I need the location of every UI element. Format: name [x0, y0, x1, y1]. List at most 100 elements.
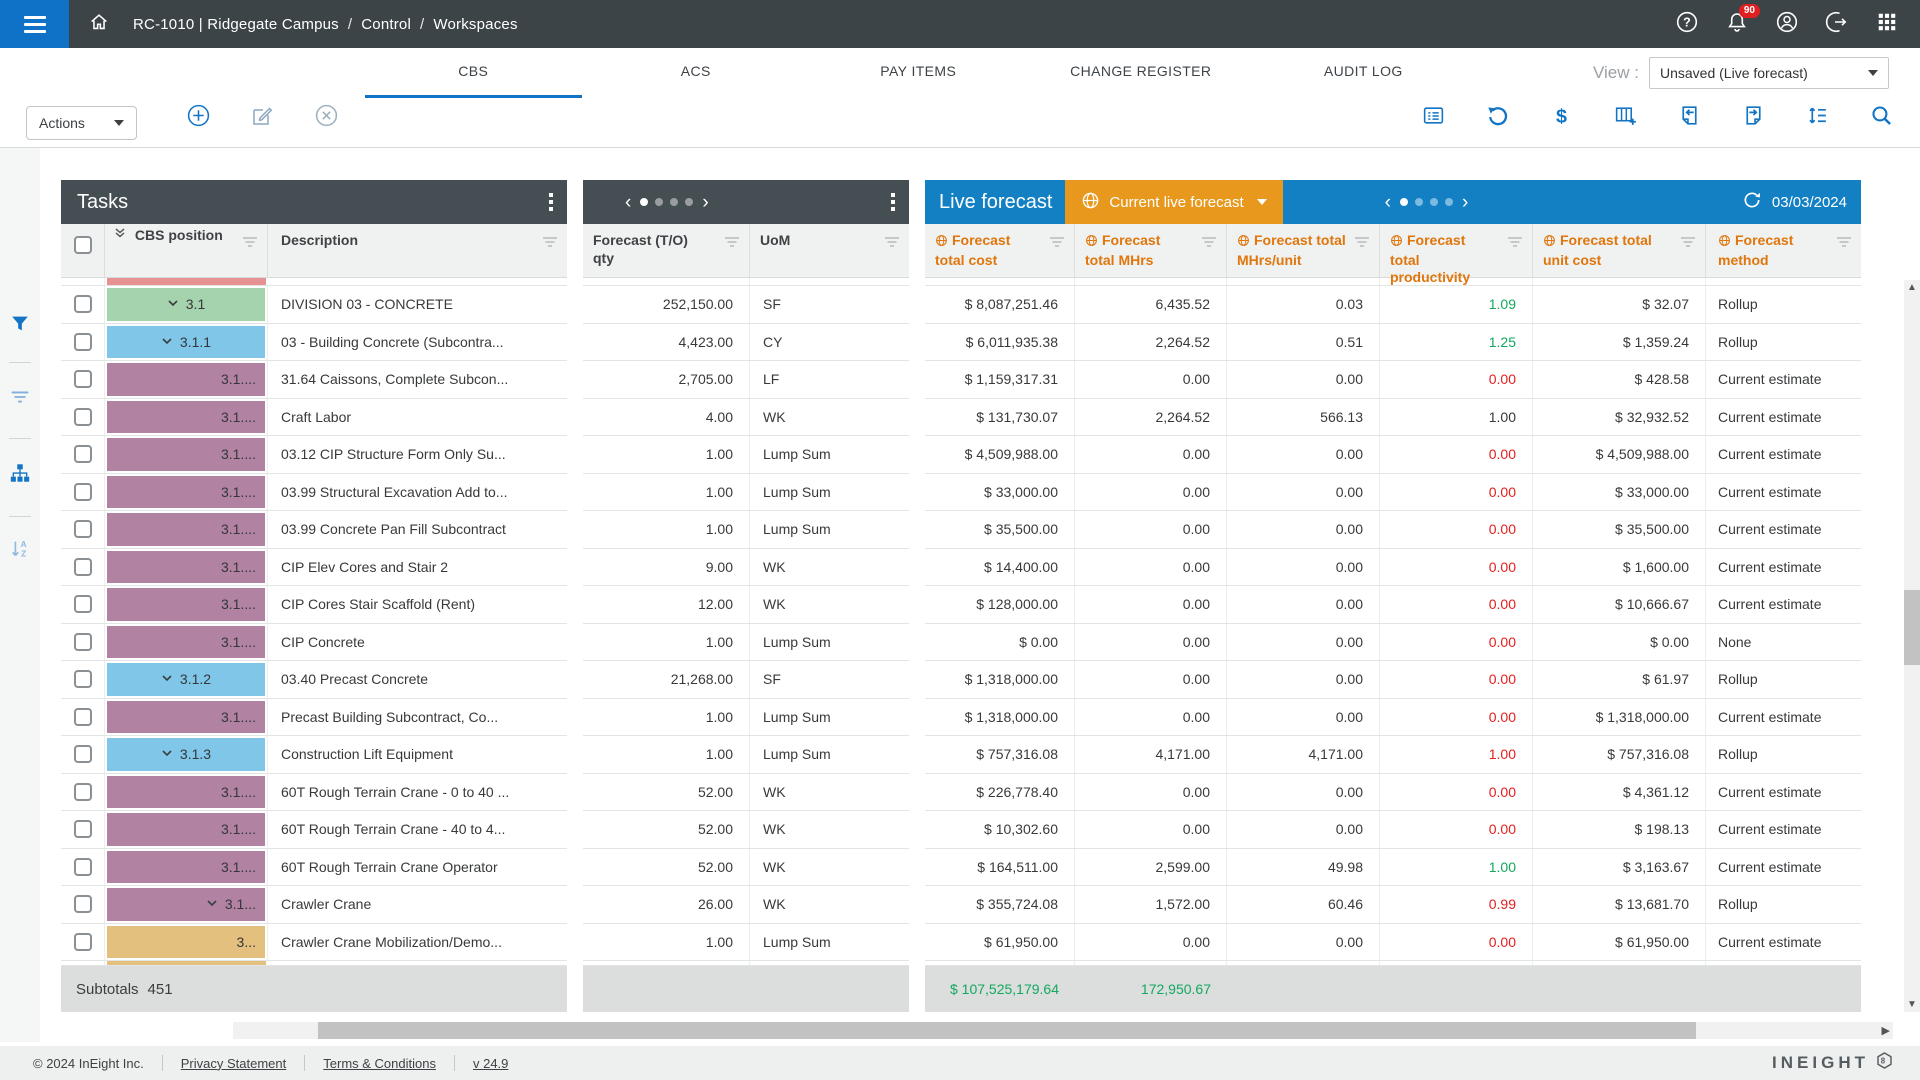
total-mhrs-unit-cell[interactable]: 0.00: [1227, 623, 1380, 660]
row-checkbox[interactable]: [73, 895, 92, 914]
description-cell[interactable]: CIP Elev Cores and Stair 2: [281, 558, 449, 575]
table-row[interactable]: $ 131,730.07 2,264.52 566.13 1.00 $ 32,9…: [925, 398, 1861, 436]
table-row[interactable]: 1.00 Lump Sum: [583, 698, 909, 736]
total-cost-cell[interactable]: $ 61,950.00: [925, 923, 1075, 960]
forecast-qty-cell[interactable]: 1.00: [583, 473, 750, 510]
total-unit-cost-cell[interactable]: $ 0.00: [1533, 623, 1706, 660]
total-productivity-cell[interactable]: 0.00: [1380, 661, 1533, 698]
column-header-cbs-position[interactable]: CBS position: [134, 227, 223, 243]
filter-icon[interactable]: [1835, 236, 1853, 255]
cbs-position-badge[interactable]: 3.1....: [107, 625, 265, 658]
terms-link[interactable]: Terms & Conditions: [323, 1055, 436, 1071]
description-cell[interactable]: 03 - Building Concrete (Subcontra...: [281, 333, 504, 350]
total-productivity-cell[interactable]: 0.00: [1380, 811, 1533, 848]
privacy-link[interactable]: Privacy Statement: [180, 1055, 287, 1071]
table-row[interactable]: $ 1,318,000.00 0.00 0.00 0.00 $ 61.97 Ro…: [925, 661, 1861, 699]
total-mhrs-cell[interactable]: 0.00: [1075, 548, 1227, 585]
total-cost-cell[interactable]: $ 0.00: [925, 623, 1075, 660]
total-mhrs-unit-cell[interactable]: 0.03: [1227, 286, 1380, 323]
total-productivity-cell[interactable]: 0.00: [1380, 548, 1533, 585]
signout-button[interactable]: [1824, 11, 1850, 37]
description-cell[interactable]: DIVISION 03 - CONCRETE: [281, 296, 453, 313]
description-cell[interactable]: Precast Building Subcontract, Co...: [281, 708, 499, 725]
cbs-position-badge[interactable]: 3.1: [107, 288, 265, 321]
row-checkbox[interactable]: [73, 632, 92, 651]
table-row[interactable]: 3.1 DIVISION 03 - CONCRETE: [61, 286, 567, 324]
total-cost-cell[interactable]: $ 14,400.00: [925, 548, 1075, 585]
total-mhrs-unit-cell[interactable]: 0.00: [1227, 923, 1380, 960]
row-checkbox[interactable]: [73, 782, 92, 801]
table-row[interactable]: 21,268.00 SF: [583, 661, 909, 699]
total-mhrs-unit-cell[interactable]: 0.51: [1227, 323, 1380, 360]
table-row[interactable]: 3.1.... 03.12 CIP Structure Form Only Su…: [61, 436, 567, 474]
description-cell[interactable]: 03.99 Concrete Pan Fill Subcontract: [281, 521, 506, 538]
total-cost-cell[interactable]: $ 6,011,935.38: [925, 323, 1075, 360]
total-productivity-cell[interactable]: 0.00: [1380, 623, 1533, 660]
forecast-method-cell[interactable]: Current estimate: [1718, 521, 1822, 538]
scroll-down-icon[interactable]: ▼: [1907, 999, 1917, 1010]
cbs-position-badge[interactable]: 3.1....: [107, 400, 265, 433]
forecast-qty-cell[interactable]: 21,268.00: [583, 661, 750, 698]
uom-cell[interactable]: SF: [763, 671, 781, 688]
forecast-qty-cell[interactable]: 52.00: [583, 773, 750, 810]
cbs-position-badge[interactable]: 3.1....: [107, 700, 265, 733]
pager-prev-icon[interactable]: ‹: [625, 191, 632, 213]
total-mhrs-unit-cell[interactable]: 4,171.00: [1227, 736, 1380, 773]
tab-change-register[interactable]: CHANGE REGISTER: [1070, 63, 1212, 79]
description-cell[interactable]: Crawler Crane Mobilization/Demo...: [281, 933, 502, 950]
table-row[interactable]: $ 355,724.08 1,572.00 60.46 0.99 $ 13,68…: [925, 886, 1861, 924]
vertical-scrollbar-thumb[interactable]: [1904, 590, 1920, 665]
table-row[interactable]: $ 6,011,935.38 2,264.52 0.51 1.25 $ 1,35…: [925, 323, 1861, 361]
total-cost-cell[interactable]: $ 35,500.00: [925, 511, 1075, 548]
total-unit-cost-cell[interactable]: $ 32,932.52: [1533, 398, 1706, 435]
filter-button[interactable]: [8, 314, 32, 338]
total-unit-cost-cell[interactable]: $ 4,509,988.00: [1533, 436, 1706, 473]
row-checkbox[interactable]: [73, 707, 92, 726]
hierarchy-button[interactable]: [8, 463, 32, 487]
pager-dot[interactable]: [1444, 198, 1453, 206]
row-checkbox[interactable]: [73, 332, 92, 351]
total-cost-cell[interactable]: $ 10,302.60: [925, 811, 1075, 848]
forecast-method-cell[interactable]: Current estimate: [1718, 933, 1822, 950]
table-row[interactable]: $ 8,087,251.46 6,435.52 0.03 1.09 $ 32.0…: [925, 286, 1861, 324]
forecast-qty-cell[interactable]: 1.00: [583, 436, 750, 473]
uom-cell[interactable]: Lump Sum: [763, 483, 831, 500]
column-header-uom[interactable]: UoM: [760, 232, 791, 248]
total-productivity-cell[interactable]: 0.99: [1380, 886, 1533, 923]
total-cost-cell[interactable]: $ 757,316.08: [925, 736, 1075, 773]
total-unit-cost-cell[interactable]: $ 4,361.12: [1533, 773, 1706, 810]
filter-icon[interactable]: [1200, 236, 1218, 255]
total-mhrs-cell[interactable]: 2,264.52: [1075, 323, 1227, 360]
vertical-scrollbar[interactable]: ▲ ▼: [1904, 280, 1920, 1012]
total-mhrs-unit-cell[interactable]: 566.13: [1227, 398, 1380, 435]
table-row[interactable]: 1.00 Lump Sum: [583, 473, 909, 511]
table-row[interactable]: 1.00 Lump Sum: [583, 436, 909, 474]
table-row[interactable]: 1.00 Lump Sum: [583, 923, 909, 961]
pager-prev-icon[interactable]: ‹: [1384, 191, 1391, 213]
table-row[interactable]: 3.1.... CIP Cores Stair Scaffold (Rent): [61, 586, 567, 624]
total-mhrs-unit-cell[interactable]: 0.00: [1227, 698, 1380, 735]
total-mhrs-unit-cell[interactable]: 0.00: [1227, 361, 1380, 398]
forecast-method-cell[interactable]: Current estimate: [1718, 558, 1822, 575]
total-unit-cost-cell[interactable]: $ 3,163.67: [1533, 848, 1706, 885]
table-row[interactable]: $ 4,509,988.00 0.00 0.00 0.00 $ 4,509,98…: [925, 436, 1861, 474]
menu-button[interactable]: [0, 0, 69, 48]
total-mhrs-unit-cell[interactable]: 60.46: [1227, 886, 1380, 923]
table-row[interactable]: 2,705.00 LF: [583, 361, 909, 399]
row-checkbox[interactable]: [73, 482, 92, 501]
table-row[interactable]: 3.1.... 60T Rough Terrain Crane - 40 to …: [61, 811, 567, 849]
export-button[interactable]: [1740, 105, 1766, 131]
forecast-qty-cell[interactable]: 1.00: [583, 698, 750, 735]
column-header-description[interactable]: Description: [281, 232, 359, 248]
total-cost-cell[interactable]: $ 4,509,988.00: [925, 436, 1075, 473]
uom-cell[interactable]: WK: [763, 821, 786, 838]
table-row[interactable]: $ 757,316.08 4,171.00 4,171.00 1.00 $ 75…: [925, 736, 1861, 774]
total-mhrs-unit-cell[interactable]: 0.00: [1227, 811, 1380, 848]
total-unit-cost-cell[interactable]: $ 61.97: [1533, 661, 1706, 698]
total-mhrs-unit-cell[interactable]: 0.00: [1227, 511, 1380, 548]
total-productivity-cell[interactable]: 0.00: [1380, 923, 1533, 960]
total-productivity-cell[interactable]: 1.00: [1380, 848, 1533, 885]
breadcrumb-current[interactable]: Workspaces: [433, 15, 518, 33]
total-mhrs-cell[interactable]: 2,599.00: [1075, 848, 1227, 885]
description-cell[interactable]: CIP Cores Stair Scaffold (Rent): [281, 596, 476, 613]
